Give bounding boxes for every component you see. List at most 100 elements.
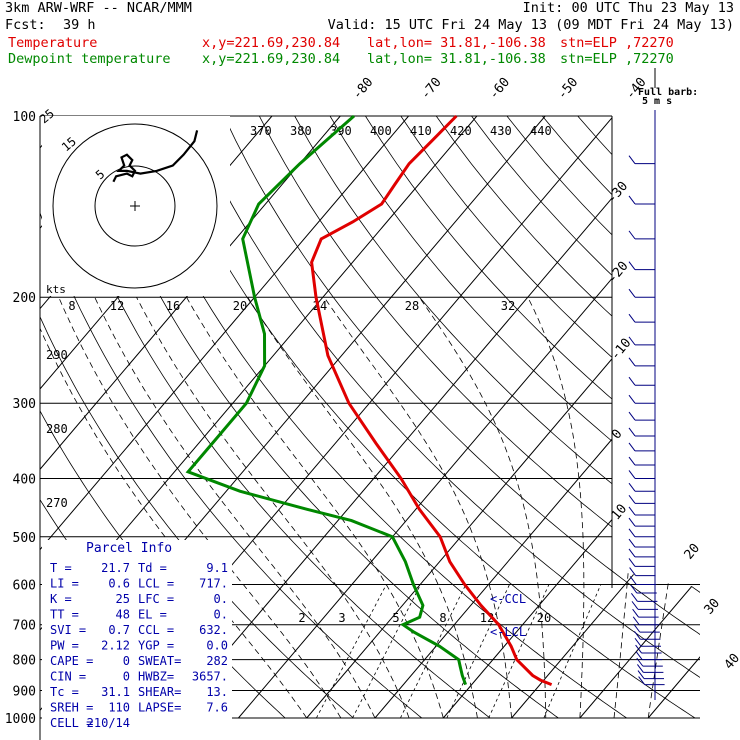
pressure-label: 200 <box>13 291 36 306</box>
parcel-info-panel: Parcel Info T = 21.7 Td = 9.1 LI = 0.6 LCL = 71… <box>42 540 232 730</box>
parcel-info-label: K = <box>50 592 72 606</box>
wind-barb-flag <box>632 616 640 626</box>
parcel-info-value: 21.7 <box>101 561 130 575</box>
parcel-info-value: 0 <box>123 654 130 668</box>
parcel-info-label: Td = <box>138 561 167 575</box>
moist-adiabat-line <box>247 296 478 719</box>
forecast-label: Fcst: <box>5 17 46 33</box>
parcel-info-label: LFC = <box>138 592 174 606</box>
theta-label: 380 <box>290 124 312 138</box>
wind-barb-flag <box>628 261 636 270</box>
isotherm-line <box>442 116 700 719</box>
legend-dewpoint-xy: x,y=221.69,230.84 <box>202 51 341 67</box>
theta-label: 390 <box>330 124 352 138</box>
isotherm-label: -50 <box>555 75 582 103</box>
parcel-info-label: CAPE = <box>50 654 93 668</box>
wind-barb-column <box>628 110 665 700</box>
wind-barb-flag <box>628 336 636 346</box>
legend-dewpoint-latlon: lat,lon= 31.81,-106.38 <box>367 51 546 67</box>
isotherm-line <box>717 116 740 718</box>
pressure-label: 700 <box>13 619 36 634</box>
wind-barb-flag <box>628 558 636 567</box>
parcel-info-label: LAPSE= <box>138 701 181 715</box>
pressure-label: 600 <box>13 578 36 593</box>
hodograph-unit: kts <box>46 283 66 296</box>
temperature-trace <box>310 114 553 686</box>
wind-barb-flag <box>633 623 641 633</box>
wind-barb-flag <box>628 394 636 404</box>
parcel-info-label: PW = <box>50 639 79 653</box>
dry-adiabat-line <box>46 116 491 719</box>
init-time: Init: 00 UTC Thu 23 May 13 <box>522 0 734 16</box>
wind-barb-header: Full barb: <box>638 87 698 98</box>
parcel-info-label: CELL = <box>50 716 93 730</box>
parcel-info-label: T = <box>50 561 72 575</box>
theta-label: 410 <box>410 124 432 138</box>
isotherm-label: 30 <box>702 596 724 618</box>
parcel-info-value: 0.7 <box>108 623 130 637</box>
wind-barb-flag <box>628 528 636 538</box>
hodograph-scale-label: 16 <box>166 299 180 313</box>
forecast-hour: 39 h <box>63 17 96 33</box>
valid-time: Valid: 15 UTC Fri 24 May 13 (09 MDT Fri … <box>327 17 734 33</box>
dry-adiabat-line <box>648 116 700 719</box>
moist-adiabat-line <box>647 297 700 719</box>
parcel-info-label: HWBZ= <box>138 670 174 684</box>
theta-label: 400 <box>370 124 392 138</box>
parcel-info-value: 210/14 <box>87 716 130 730</box>
parcel-info-value: 0.0 <box>206 639 228 653</box>
dry-adiabat-line <box>365 116 700 719</box>
parcel-info-value: 282 <box>206 654 228 668</box>
theta-label: 420 <box>450 124 472 138</box>
parcel-info-value: 48 <box>116 608 130 622</box>
hodograph-scale-label: 28 <box>405 299 419 313</box>
dry-adiabat-line <box>152 116 696 719</box>
isotherm-line <box>40 116 409 719</box>
isotherm-line <box>40 116 341 719</box>
theta-label: 440 <box>530 124 552 138</box>
theta-label: 270 <box>46 496 68 510</box>
wind-barb-flag <box>628 230 636 240</box>
theta-label: 290 <box>46 348 68 362</box>
dry-adiabat-line <box>400 116 700 719</box>
dry-adiabat-line <box>294 116 700 719</box>
dry-adiabat-line <box>188 116 700 719</box>
isotherm-line <box>169 116 683 719</box>
model-title: 3km ARW-WRF -- NCAR/MMM <box>5 0 192 16</box>
wind-barb-flag <box>635 644 642 654</box>
isotherm-line <box>374 116 700 719</box>
wind-barb-flag <box>628 376 636 386</box>
legend-temperature-latlon: lat,lon= 31.81,-106.38 <box>367 35 546 51</box>
wind-barb-units: 5 m s <box>642 96 672 107</box>
parcel-info-value: 717. <box>199 577 228 591</box>
parcel-info-label: SWEAT= <box>138 654 181 668</box>
theta-label: 370 <box>250 124 272 138</box>
parcel-info-label: TT = <box>50 608 79 622</box>
parcel-info-value: 13. <box>206 685 228 699</box>
wind-barb-flag <box>634 637 642 647</box>
wind-barb-flag <box>628 538 636 548</box>
parcel-info-label: LCL = <box>138 577 174 591</box>
wind-barb-flag <box>628 357 636 367</box>
isotherm-label: -70 <box>418 75 445 103</box>
isotherm-label: 40 <box>722 651 740 673</box>
wind-barb-flag <box>628 495 636 504</box>
legend-temperature-station: stn=ELP ,72270 <box>560 35 674 51</box>
parcel-info-label: CIN = <box>50 670 86 684</box>
legend-dewpoint-name: Dewpoint temperature <box>8 51 171 67</box>
wind-barb-flag <box>628 548 636 558</box>
wind-barb-flag <box>630 584 638 594</box>
isotherm-label: -60 <box>486 75 513 103</box>
wind-barb-flag <box>631 601 639 610</box>
wind-barb-flag <box>634 630 641 640</box>
dry-adiabat-line <box>40 116 423 719</box>
hodograph-scale-label: 12 <box>110 299 124 313</box>
legend-temperature-xy: x,y=221.69,230.84 <box>202 35 341 51</box>
lcl-marker: <-LCL <box>490 625 526 639</box>
parcel-info-title: Parcel Info <box>86 541 172 556</box>
parcel-info-label: Tc = <box>50 685 79 699</box>
mixing-ratio-line <box>352 584 421 719</box>
pressure-label: 300 <box>13 397 36 412</box>
mixing-ratio-line <box>488 584 550 719</box>
